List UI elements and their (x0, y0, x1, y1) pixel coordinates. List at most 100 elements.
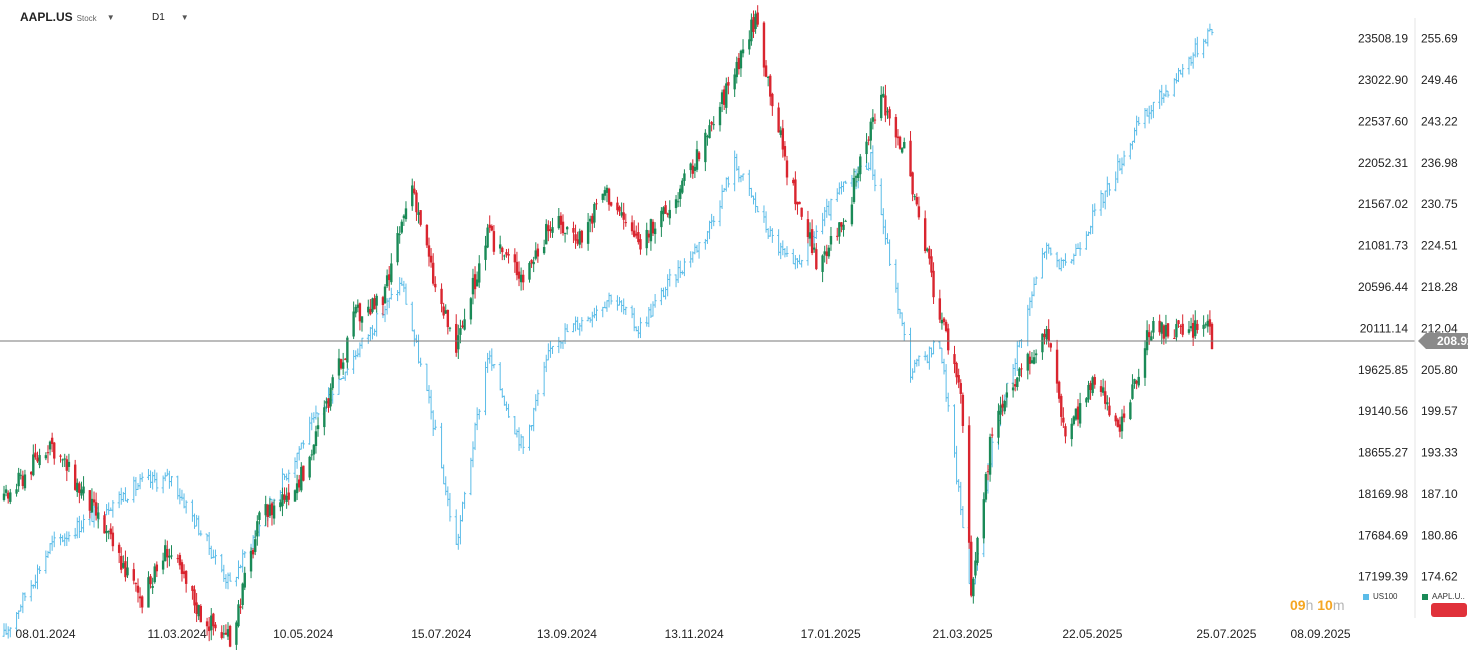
candle-down (1062, 407, 1065, 429)
us100-bar (842, 181, 846, 192)
symbol-name: AAPL.US (20, 10, 73, 24)
candle-down (419, 210, 422, 227)
candle-up (404, 201, 408, 222)
candle-down (967, 416, 971, 549)
us100-bar (645, 316, 649, 327)
candle-down (182, 564, 186, 579)
us100-bar (396, 289, 400, 302)
symbol-selector[interactable]: AAPL.US Stock ▼ (20, 10, 115, 24)
candle-up (693, 163, 697, 179)
us100-bar (308, 416, 312, 445)
candle-up (997, 403, 1000, 445)
timeframe-selector[interactable]: D1 ▼ (152, 12, 189, 23)
candle-down (942, 317, 946, 326)
candle-up (1045, 325, 1048, 345)
us100-bar (653, 294, 657, 308)
us100-bar (48, 543, 52, 555)
us100-bar (169, 476, 173, 487)
us100-bar (785, 246, 789, 257)
candle-down (1055, 339, 1059, 393)
candle-up (528, 261, 531, 283)
candle-down (1020, 363, 1023, 378)
x-tick-label: 10.05.2024 (273, 627, 333, 641)
y-tick-label-us100: 23022.90 (1358, 73, 1408, 87)
us100-bar (800, 259, 804, 268)
us100-bar (873, 169, 877, 192)
legend-swatch-icon (1363, 593, 1369, 600)
y-tick-label-us100: 19140.56 (1358, 404, 1408, 418)
us100-bar (913, 359, 917, 373)
candle-up (829, 226, 833, 251)
candle-up (1003, 399, 1006, 415)
candle-up (545, 219, 548, 245)
candle-down (647, 230, 651, 244)
candle-down (781, 119, 785, 158)
candle-down (461, 320, 464, 329)
candle-down (574, 224, 577, 249)
us100-bar (888, 239, 892, 267)
countdown-hours-unit: h (1305, 597, 1314, 613)
candle-down (180, 559, 184, 582)
candle-up (739, 49, 743, 77)
candle-up (720, 89, 724, 113)
candle-up (668, 200, 671, 225)
us100-bar (456, 533, 460, 550)
us100-bar (827, 200, 831, 216)
candle-up (1202, 315, 1205, 337)
us100-bar (720, 184, 724, 210)
us100-bar (119, 487, 123, 505)
candle-up (676, 192, 680, 208)
candle-up (689, 162, 692, 178)
us100-bar (839, 181, 843, 195)
us100-bar (370, 325, 374, 340)
candle-down (1049, 342, 1052, 352)
candle-up (662, 206, 665, 222)
candle-down (212, 612, 215, 636)
us100-bar (1049, 247, 1053, 256)
us100-bar (900, 312, 904, 327)
us100-bar (126, 498, 130, 503)
candle-down (806, 210, 810, 244)
candle-down (666, 212, 669, 218)
us100-bar (502, 395, 506, 406)
candle-down (737, 53, 741, 75)
candle-up (821, 254, 824, 283)
legend-us100[interactable]: US100 (1363, 592, 1397, 601)
candle-up (532, 256, 535, 273)
us100-bar (375, 310, 379, 337)
us100-bar (1107, 182, 1111, 196)
candle-down (607, 187, 611, 211)
candle-down (6, 490, 10, 504)
candle-up (1206, 314, 1210, 333)
us100-bar (898, 308, 902, 319)
countdown-minutes: 10 (1317, 597, 1333, 613)
candle-up (281, 487, 284, 517)
candle-up (1204, 322, 1207, 329)
candle-up (808, 222, 812, 247)
legend-aapl[interactable]: AAPL.U.. (1422, 592, 1465, 601)
candle-down (1028, 350, 1032, 375)
us100-bar (477, 408, 481, 420)
candle-down (932, 262, 935, 305)
candle-down (800, 207, 803, 220)
us100-bar (1128, 142, 1132, 160)
candle-down (769, 74, 772, 106)
us100-bar (754, 192, 758, 213)
candle-up (478, 255, 481, 288)
us100-bar (163, 472, 167, 482)
us100-bar (404, 283, 408, 305)
us100-bar (444, 476, 448, 496)
us100-bar (571, 323, 575, 333)
candle-up (1101, 378, 1105, 396)
candle-up (417, 202, 420, 224)
countdown-hours: 09 (1290, 597, 1306, 613)
candle-down (178, 552, 182, 570)
candle-down (1014, 379, 1017, 392)
us100-bar (77, 515, 81, 539)
us100-bar (881, 208, 885, 235)
us100-bar (636, 326, 640, 339)
candle-down (896, 129, 900, 146)
candle-down (36, 451, 39, 463)
candle-up (1070, 418, 1073, 447)
